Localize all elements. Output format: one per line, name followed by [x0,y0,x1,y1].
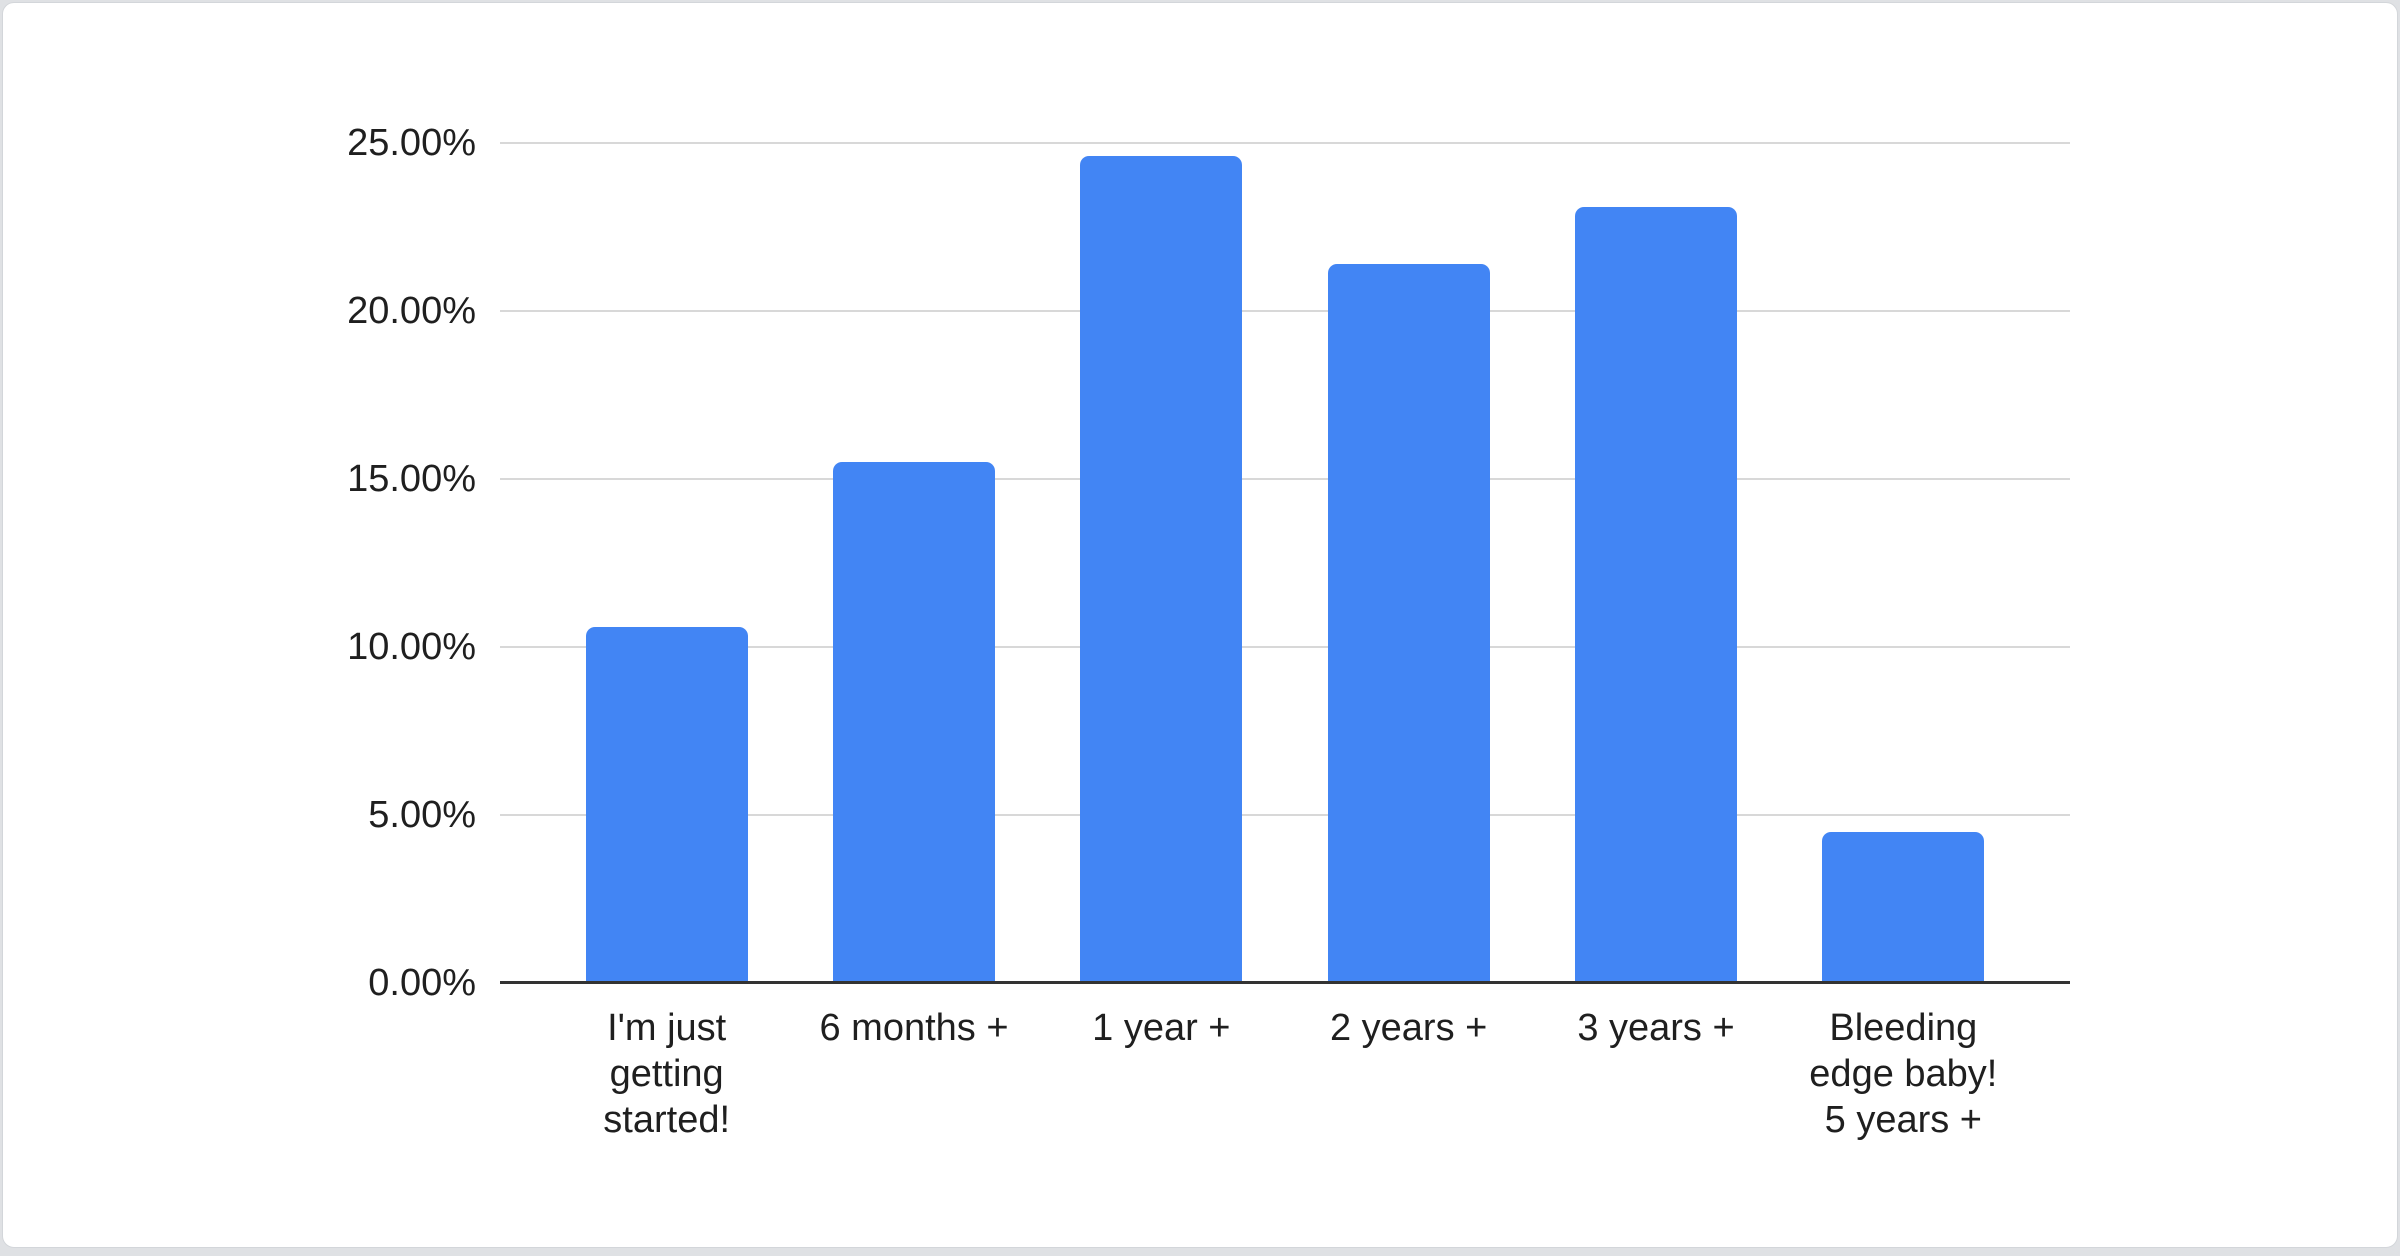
x-tick-label: 2 years + [1329,1007,1488,1049]
x-tick-label: I'm just getting started! [603,1007,731,1141]
y-tick-label: 5.00% [368,794,476,836]
y-tick-label: 15.00% [347,458,476,500]
bar-6[interactable] [1822,831,1985,983]
bar-5[interactable] [1575,206,1737,983]
bar-1[interactable] [585,626,748,983]
gridline-25.00% [500,142,2070,144]
bar-4[interactable] [1327,263,1490,983]
bar-3[interactable] [1080,156,1243,983]
gridline-15.00% [500,478,2070,480]
gridline-10.00% [500,646,2070,648]
plot-area [500,142,2070,984]
y-tick-label: 0.00% [368,962,476,1004]
gridline-5.00% [500,814,2070,816]
x-tick-label: 6 months + [819,1007,1009,1049]
bar-2[interactable] [833,462,995,983]
y-tick-label: 20.00% [347,290,476,332]
y-tick-label: 10.00% [347,626,476,668]
y-tick-label: 25.00% [347,122,476,164]
x-tick-label: 3 years + [1577,1007,1735,1049]
x-tick-label: 1 year + [1092,1007,1231,1049]
x-tick-label: Bleeding edge baby! 5 years + [1809,1007,1998,1141]
gridline-20.00% [500,310,2070,312]
x-axis-baseline [500,981,2070,984]
